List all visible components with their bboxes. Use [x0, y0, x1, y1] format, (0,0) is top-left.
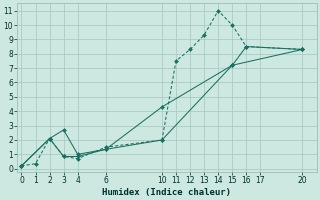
X-axis label: Humidex (Indice chaleur): Humidex (Indice chaleur) — [102, 188, 231, 197]
